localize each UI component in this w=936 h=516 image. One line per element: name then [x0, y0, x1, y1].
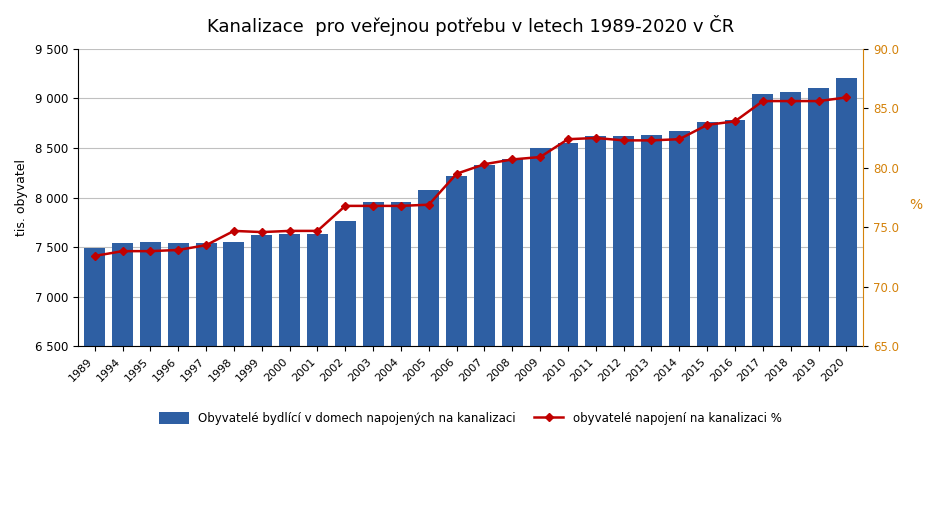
obyvatelé napojení na kanalizaci % — [339, 203, 350, 209]
obyvatelé napojení na kanalizaci % — [590, 135, 601, 141]
Bar — [529, 148, 550, 516]
obyvatelé napojení na kanalizaci % — [367, 203, 378, 209]
Bar — [224, 241, 244, 516]
Bar — [168, 243, 188, 516]
obyvatelé napojení na kanalizaci % — [423, 202, 434, 208]
obyvatelé napojení na kanalizaci % — [673, 136, 684, 142]
obyvatelé napojení na kanalizaci % — [172, 247, 183, 253]
obyvatelé napojení na kanalizaci % — [784, 98, 796, 104]
Bar — [446, 176, 466, 516]
Title: Kanalizace  pro veřejnou potřebu v letech 1989-2020 v ČR: Kanalizace pro veřejnou potřebu v letech… — [207, 15, 734, 36]
obyvatelé napojení na kanalizaci % — [89, 253, 100, 259]
Bar — [251, 235, 272, 516]
Line: obyvatelé napojení na kanalizaci %: obyvatelé napojení na kanalizaci % — [92, 95, 848, 259]
Legend: Obyvatelé bydlící v domech napojených na kanalizaci, obyvatelé napojení na kanal: Obyvatelé bydlící v domech napojených na… — [154, 407, 785, 430]
Bar — [502, 159, 522, 516]
obyvatelé napojení na kanalizaci % — [618, 137, 629, 143]
obyvatelé napojení na kanalizaci % — [756, 98, 768, 104]
Bar — [780, 92, 800, 516]
Bar — [807, 88, 828, 516]
Bar — [612, 136, 634, 516]
Bar — [139, 241, 161, 516]
Bar — [724, 120, 745, 516]
obyvatelé napojení na kanalizaci % — [228, 228, 240, 234]
obyvatelé napojení na kanalizaci % — [840, 94, 851, 101]
Bar — [307, 234, 328, 516]
obyvatelé napojení na kanalizaci % — [256, 229, 267, 235]
Bar — [752, 94, 772, 516]
obyvatelé napojení na kanalizaci % — [812, 98, 824, 104]
Y-axis label: tis. obyvatel: tis. obyvatel — [15, 159, 28, 236]
obyvatelé napojení na kanalizaci % — [478, 161, 490, 167]
Bar — [390, 202, 411, 516]
Bar — [417, 189, 439, 516]
obyvatelé napojení na kanalizaci % — [562, 136, 573, 142]
obyvatelé napojení na kanalizaci % — [506, 156, 518, 163]
obyvatelé napojení na kanalizaci % — [534, 154, 545, 160]
Bar — [279, 234, 300, 516]
Bar — [474, 165, 494, 516]
obyvatelé napojení na kanalizaci % — [117, 248, 128, 254]
obyvatelé napojení na kanalizaci % — [395, 203, 406, 209]
Bar — [696, 122, 717, 516]
obyvatelé napojení na kanalizaci % — [145, 248, 156, 254]
Bar — [362, 202, 383, 516]
Bar — [557, 143, 578, 516]
Y-axis label: %: % — [908, 198, 921, 212]
obyvatelé napojení na kanalizaci % — [728, 118, 739, 124]
obyvatelé napojení na kanalizaci % — [200, 242, 212, 248]
obyvatelé napojení na kanalizaci % — [312, 228, 323, 234]
Bar — [196, 243, 216, 516]
Bar — [668, 131, 689, 516]
Bar — [835, 78, 856, 516]
obyvatelé napojení na kanalizaci % — [701, 122, 712, 128]
Bar — [640, 135, 661, 516]
obyvatelé napojení na kanalizaci % — [645, 137, 656, 143]
Bar — [585, 136, 606, 516]
Bar — [84, 248, 105, 516]
Bar — [112, 243, 133, 516]
obyvatelé napojení na kanalizaci % — [284, 228, 295, 234]
Bar — [334, 221, 356, 516]
obyvatelé napojení na kanalizaci % — [450, 171, 461, 177]
